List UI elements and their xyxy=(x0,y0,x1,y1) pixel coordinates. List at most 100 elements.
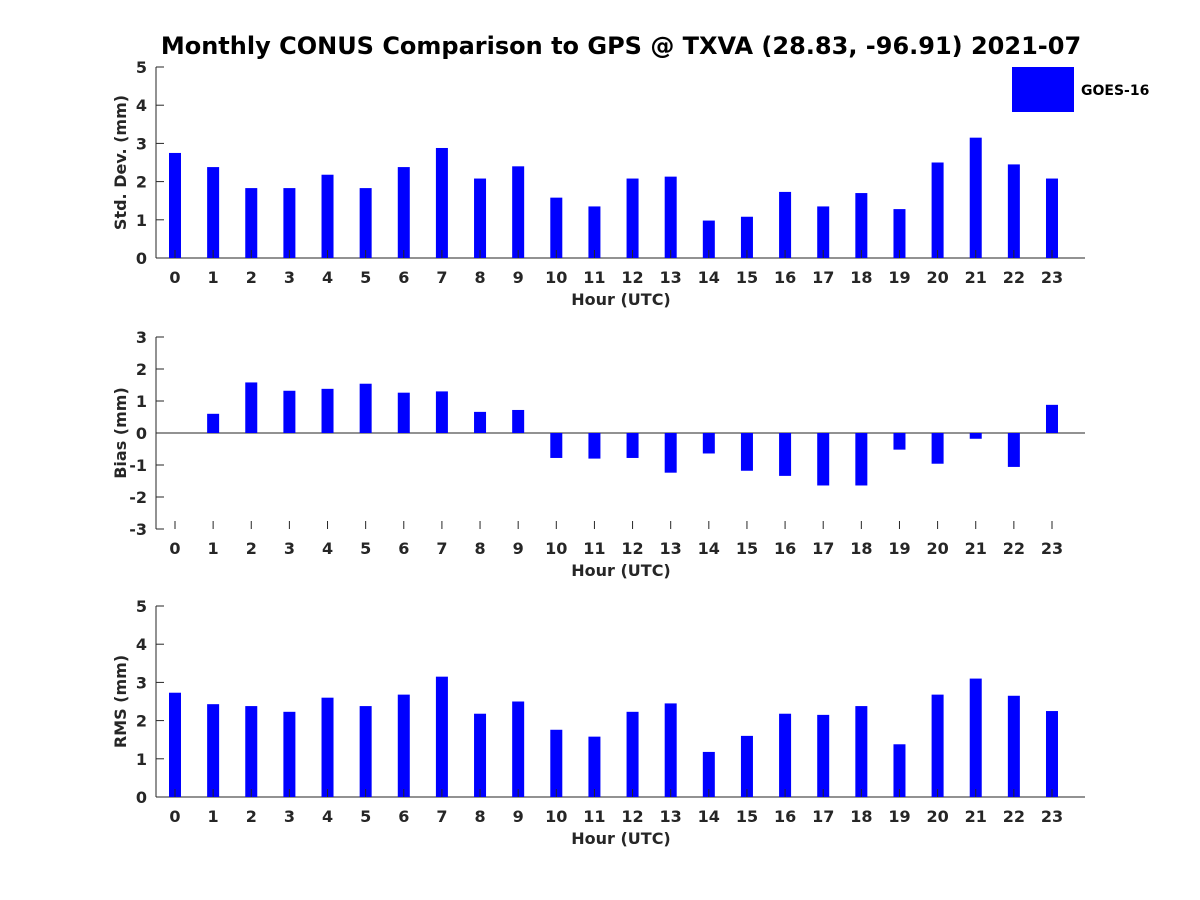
bar-hour-5 xyxy=(359,188,372,258)
bar-hour-20 xyxy=(931,433,944,464)
x-tick-label: 23 xyxy=(1041,539,1063,558)
x-tick-label: 19 xyxy=(888,268,910,287)
y-tick-label: 4 xyxy=(136,635,147,654)
bar-hour-6 xyxy=(397,392,410,433)
bar-hour-2 xyxy=(245,188,258,258)
bar-hour-16 xyxy=(779,191,792,258)
y-tick-label: -1 xyxy=(129,456,147,475)
x-tick-label: 0 xyxy=(169,268,180,287)
x-tick-label: 2 xyxy=(246,807,257,826)
bar-hour-19 xyxy=(893,433,906,450)
bar-hour-17 xyxy=(817,714,830,797)
x-tick-label: 0 xyxy=(169,539,180,558)
y-axis-label: Std. Dev. (mm) xyxy=(111,95,130,230)
bar-hour-14 xyxy=(702,433,715,454)
bar-hour-15 xyxy=(740,433,753,471)
x-tick-label: 7 xyxy=(436,539,447,558)
x-tick-label: 11 xyxy=(583,807,605,826)
legend: GOES-16 xyxy=(1012,67,1149,112)
x-tick-label: 21 xyxy=(965,807,987,826)
bar-hour-2 xyxy=(245,706,258,797)
bar-hour-22 xyxy=(1007,164,1020,258)
y-tick-label: 3 xyxy=(136,328,147,347)
x-tick-label: 13 xyxy=(660,539,682,558)
y-tick-label: 0 xyxy=(136,424,147,443)
bar-hour-12 xyxy=(626,711,639,797)
bar-hour-3 xyxy=(283,188,296,258)
x-tick-label: 15 xyxy=(736,807,758,826)
y-tick-label: -3 xyxy=(129,520,147,539)
x-tick-label: 18 xyxy=(850,807,872,826)
bar-hour-7 xyxy=(435,147,448,258)
y-tick-label: 1 xyxy=(136,750,147,769)
x-tick-label: 9 xyxy=(513,268,524,287)
bar-hour-14 xyxy=(702,220,715,258)
x-tick-label: 13 xyxy=(660,268,682,287)
bar-hour-23 xyxy=(1045,178,1058,258)
bar-hour-11 xyxy=(588,206,601,258)
bar-hour-15 xyxy=(740,216,753,258)
x-tick-label: 4 xyxy=(322,539,333,558)
y-tick-label: 2 xyxy=(136,712,147,731)
bar-hour-22 xyxy=(1007,695,1020,797)
x-tick-label: 6 xyxy=(398,807,409,826)
x-tick-label: 3 xyxy=(284,539,295,558)
x-tick-label: 5 xyxy=(360,539,371,558)
x-tick-label: 2 xyxy=(246,539,257,558)
x-tick-label: 1 xyxy=(208,539,219,558)
y-tick-label: 3 xyxy=(136,673,147,692)
bar-hour-18 xyxy=(855,433,868,486)
x-tick-label: 10 xyxy=(545,539,567,558)
x-tick-label: 6 xyxy=(398,268,409,287)
bar-hour-14 xyxy=(702,751,715,797)
bar-hour-17 xyxy=(817,433,830,486)
x-tick-label: 22 xyxy=(1003,539,1025,558)
figure-title: Monthly CONUS Comparison to GPS @ TXVA (… xyxy=(161,32,1081,60)
bar-hour-4 xyxy=(321,388,334,433)
bar-hour-8 xyxy=(474,411,487,433)
bar-hour-16 xyxy=(779,433,792,476)
x-tick-label: 16 xyxy=(774,807,796,826)
bar-hour-9 xyxy=(512,409,525,433)
y-tick-label: 1 xyxy=(136,392,147,411)
x-tick-label: 14 xyxy=(698,268,720,287)
x-tick-label: 9 xyxy=(513,539,524,558)
bar-hour-13 xyxy=(664,703,677,797)
x-tick-label: 1 xyxy=(208,268,219,287)
x-tick-label: 11 xyxy=(583,268,605,287)
bar-hour-5 xyxy=(359,706,372,797)
bar-hour-9 xyxy=(512,701,525,797)
bar-hour-6 xyxy=(397,694,410,797)
bar-hour-6 xyxy=(397,167,410,258)
bar-hour-1 xyxy=(207,413,220,433)
bar-hour-4 xyxy=(321,174,334,258)
y-tick-label: 0 xyxy=(136,249,147,268)
x-tick-label: 9 xyxy=(513,807,524,826)
x-tick-label: 20 xyxy=(926,539,948,558)
x-tick-label: 3 xyxy=(284,807,295,826)
x-tick-label: 5 xyxy=(360,807,371,826)
bar-hour-7 xyxy=(435,391,448,433)
x-tick-label: 21 xyxy=(965,539,987,558)
x-tick-label: 8 xyxy=(474,268,485,287)
x-tick-label: 23 xyxy=(1041,268,1063,287)
bar-hour-1 xyxy=(207,704,220,797)
bar-hour-18 xyxy=(855,706,868,797)
y-tick-label: 2 xyxy=(136,173,147,192)
y-tick-label: 0 xyxy=(136,788,147,807)
x-tick-label: 13 xyxy=(660,807,682,826)
bar-hour-17 xyxy=(817,206,830,258)
y-tick-label: 3 xyxy=(136,134,147,153)
bar-hour-0 xyxy=(169,152,181,258)
bar-hour-13 xyxy=(664,176,677,258)
x-tick-label: 3 xyxy=(284,268,295,287)
x-tick-label: 20 xyxy=(926,268,948,287)
y-tick-label: 2 xyxy=(136,360,147,379)
bar-hour-2 xyxy=(245,382,258,433)
x-tick-label: 4 xyxy=(322,268,333,287)
bar-hour-18 xyxy=(855,193,868,258)
x-tick-label: 19 xyxy=(888,807,910,826)
bar-hour-16 xyxy=(779,713,792,797)
